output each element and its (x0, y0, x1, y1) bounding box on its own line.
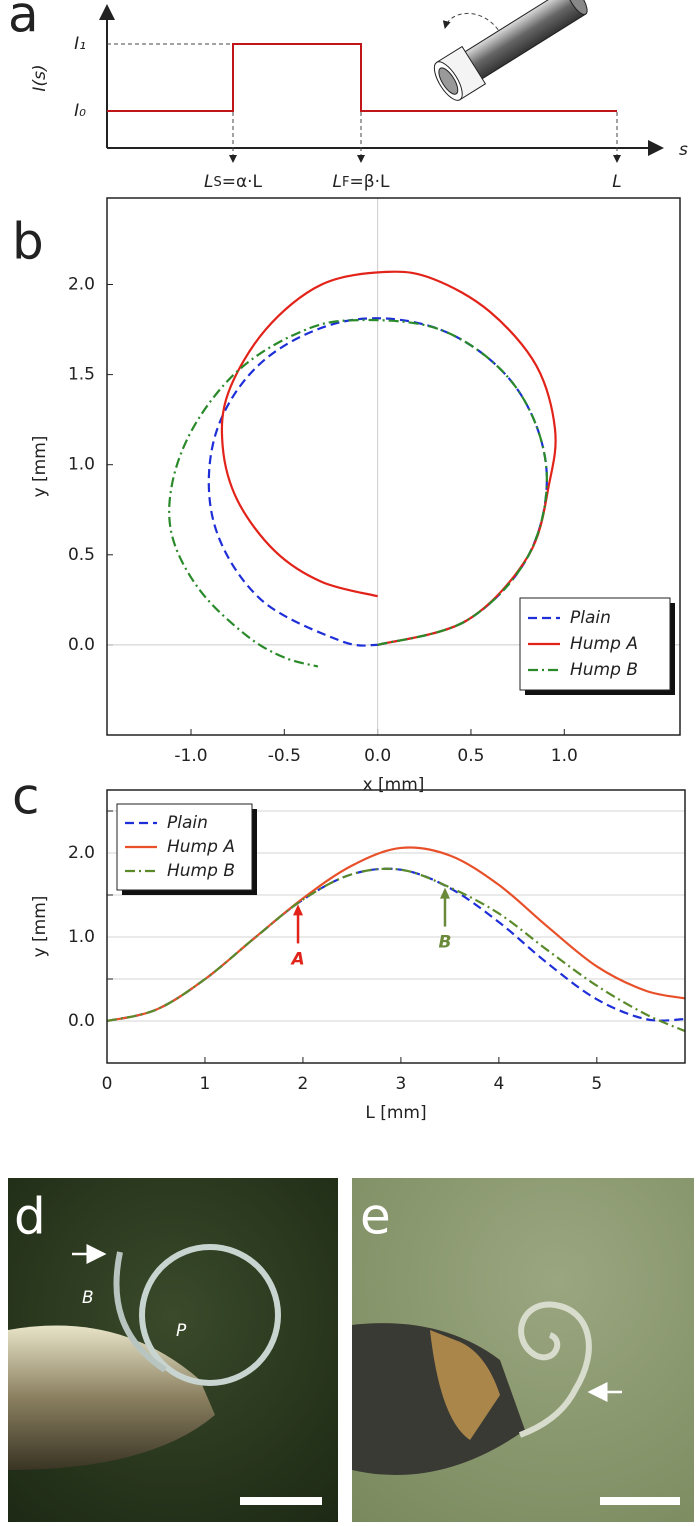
guides (229, 112, 621, 163)
label-main: L (333, 172, 342, 192)
x-tick-label: 5 (591, 1074, 602, 1094)
y-tick-label: 0.0 (68, 635, 95, 655)
x-tick-label: 0.5 (457, 746, 484, 766)
wire-loop (139, 1244, 281, 1386)
x-tick-label: 0 (102, 1074, 113, 1094)
tube-illustration (433, 0, 588, 101)
legend-label: Plain (570, 608, 611, 628)
x-tick-label: 1 (200, 1074, 211, 1094)
axis-label: I(s) (30, 64, 50, 91)
series-line (168, 318, 548, 668)
legend-label: Hump A (167, 837, 235, 857)
plot-frame (106, 789, 686, 1064)
x-tick-label: -0.5 (268, 746, 301, 766)
y-axis-label: y [mm] (30, 896, 50, 958)
annotation-arrowhead (293, 904, 304, 916)
series-line (106, 867, 686, 1033)
photo-annotation: P (176, 1321, 187, 1341)
legend-label: Hump A (570, 634, 638, 654)
panel-label: b (12, 213, 44, 271)
wire (113, 1251, 167, 1373)
step-profile (107, 43, 617, 112)
position-label: LS=α·L (204, 172, 263, 192)
tool-tip (430, 1330, 500, 1440)
level-label: I₁ (74, 34, 86, 54)
x-tick-label: 1.0 (551, 746, 578, 766)
annotation-label: B (438, 933, 451, 953)
y-axis-label: y [mm] (30, 436, 50, 498)
panel-label: c (12, 768, 40, 826)
level-label: I₀ (74, 101, 86, 121)
annotation-label: A (289, 949, 304, 969)
y-tick-label: 2.0 (68, 843, 95, 863)
position-label: L (612, 172, 621, 192)
photo-e: e (352, 1178, 694, 1522)
y-tick-label: 1.5 (68, 365, 95, 385)
label-rest: =β·L (350, 172, 390, 192)
x-tick-label: 0.0 (364, 746, 391, 766)
annotation-arrowhead (439, 887, 450, 899)
panel-label: a (8, 0, 39, 44)
x-axis-label: L [mm] (365, 1103, 426, 1123)
arrow (442, 12, 506, 43)
legend-label: Plain (167, 813, 208, 833)
plot-frame (106, 197, 681, 736)
y-tick-label: 2.0 (68, 274, 95, 294)
label-sub: F (342, 175, 349, 190)
y-tick-label: 1.0 (68, 927, 95, 947)
legend-label: Hump B (570, 660, 638, 680)
axis-label: s (679, 140, 688, 160)
x-tick-label: -1.0 (174, 746, 207, 766)
position-label: LF=β·L (333, 172, 390, 192)
x-tick-label: 2 (298, 1074, 309, 1094)
photo-d: d B P (8, 1178, 338, 1522)
y-tick-label: 0.5 (68, 545, 95, 565)
wire-spiral (518, 1301, 592, 1438)
panel-a: a I₁ I₀ I(s) s LS=α·L LF=β·L L (8, 0, 688, 192)
charts: b 0.0 0.5 1.0 1.5 2.0 -1.0 -0.5 0.0 0.5 1.0 x [mm] y… (12, 197, 686, 1123)
legend-label: Hump B (167, 861, 235, 881)
label-rest: =α·L (222, 172, 263, 192)
series-line (106, 867, 686, 1023)
scale-bar (600, 1497, 680, 1505)
scale-bar (240, 1497, 322, 1505)
y-tick-label: 0.0 (68, 1011, 95, 1031)
photo-annotation: B (82, 1288, 94, 1308)
label-main: L (204, 172, 213, 192)
x-tick-label: 4 (493, 1074, 504, 1094)
label-sub: S (213, 175, 221, 190)
panel-label: d (14, 1188, 46, 1246)
y-tick-label: 1.0 (68, 455, 95, 475)
x-tick-label: 3 (395, 1074, 406, 1094)
x-axis-label: x [mm] (363, 775, 425, 795)
panel-label: e (360, 1188, 391, 1246)
